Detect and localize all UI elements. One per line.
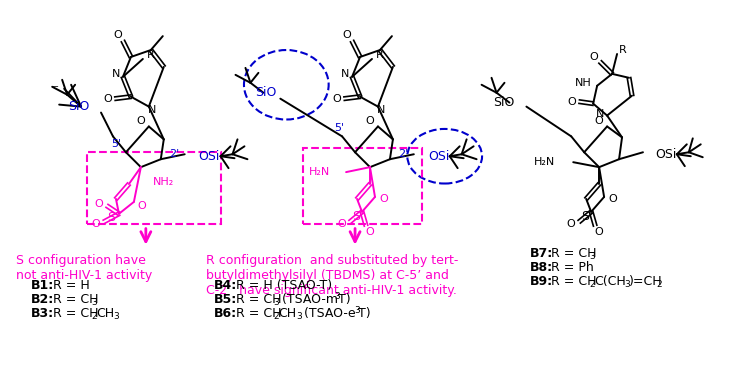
Text: T): T) (358, 307, 370, 319)
Text: B1:: B1: (31, 279, 55, 292)
Text: O: O (590, 52, 599, 62)
Text: 3: 3 (91, 298, 97, 307)
Text: S: S (107, 211, 115, 224)
Text: R = CH: R = CH (551, 247, 597, 260)
Text: OSi: OSi (655, 148, 676, 161)
Text: 2: 2 (656, 280, 661, 289)
Text: R: R (619, 45, 627, 55)
Text: O: O (379, 194, 387, 204)
Text: N: N (377, 105, 385, 114)
Text: B8:: B8: (529, 261, 553, 274)
Text: R = CH: R = CH (235, 293, 281, 306)
Text: O: O (114, 30, 123, 40)
Text: T): T) (338, 293, 351, 306)
Text: 3: 3 (334, 292, 340, 301)
Text: N: N (111, 69, 120, 79)
Text: S: S (352, 210, 360, 223)
Text: 5': 5' (334, 123, 344, 134)
Text: B5:: B5: (213, 293, 237, 306)
Text: OSi: OSi (199, 150, 220, 163)
Text: O: O (595, 227, 604, 237)
Text: R = Ph: R = Ph (551, 261, 594, 274)
Text: O: O (567, 219, 576, 229)
Text: 3: 3 (273, 298, 279, 307)
Text: 3: 3 (113, 312, 119, 321)
Text: R = H (TSAO-T): R = H (TSAO-T) (235, 279, 331, 292)
Text: S configuration have
not anti-HIV-1 activity: S configuration have not anti-HIV-1 acti… (16, 254, 153, 282)
Text: O: O (92, 219, 100, 229)
Text: B7:: B7: (529, 247, 553, 260)
Text: O: O (595, 116, 604, 126)
Text: CH: CH (96, 307, 114, 319)
Text: O: O (137, 116, 145, 126)
Text: NH: NH (575, 78, 592, 88)
Text: S: S (582, 210, 589, 223)
Text: B6:: B6: (213, 307, 237, 319)
Text: N: N (341, 69, 349, 79)
Text: NH₂: NH₂ (153, 177, 174, 187)
Text: SiO: SiO (493, 96, 514, 109)
Text: R: R (376, 50, 384, 60)
Text: )=CH: )=CH (629, 275, 663, 288)
Text: N: N (148, 105, 156, 114)
Text: B4:: B4: (213, 279, 237, 292)
Text: 2: 2 (273, 312, 279, 321)
Text: O: O (103, 94, 112, 104)
Text: H₂N: H₂N (309, 167, 330, 177)
Text: 2: 2 (91, 312, 97, 321)
Text: O: O (342, 30, 351, 40)
Text: O: O (365, 227, 374, 237)
Text: B2:: B2: (31, 293, 55, 306)
Text: O: O (365, 116, 374, 126)
Text: 5': 5' (111, 140, 121, 149)
Text: (TSAO-e: (TSAO-e (300, 307, 356, 319)
Text: R configuration  and substituted by tert-
butyldimethylsilyl (TBDMS) at C-5’ and: R configuration and substituted by tert-… (206, 254, 458, 297)
Text: O: O (94, 199, 103, 209)
Text: 2: 2 (589, 280, 595, 289)
Text: R: R (147, 50, 154, 60)
Text: OSi: OSi (428, 150, 449, 163)
Text: 3: 3 (354, 306, 360, 315)
Text: R = CH: R = CH (53, 293, 99, 306)
Text: B3:: B3: (31, 307, 55, 319)
Text: O: O (568, 96, 576, 107)
Text: O: O (338, 219, 346, 229)
Text: N: N (596, 108, 604, 119)
Text: B9:: B9: (529, 275, 553, 288)
Text: SiO: SiO (255, 86, 276, 99)
Text: (TSAO-m: (TSAO-m (278, 293, 338, 306)
Text: 3: 3 (296, 312, 302, 321)
Text: O: O (333, 94, 342, 104)
Text: R = CH: R = CH (53, 307, 99, 319)
Text: −: − (51, 82, 58, 91)
Text: 3: 3 (589, 252, 595, 261)
Text: H₂N: H₂N (534, 157, 555, 167)
Text: R = CH: R = CH (235, 307, 281, 319)
Text: O: O (137, 201, 145, 211)
Text: CH: CH (278, 307, 297, 319)
Text: C(CH: C(CH (594, 275, 626, 288)
Text: O: O (608, 194, 617, 204)
Text: 2': 2' (398, 149, 408, 159)
Text: 3: 3 (624, 280, 630, 289)
Text: 2': 2' (169, 149, 179, 159)
Text: R = CH: R = CH (551, 275, 597, 288)
Text: SiO: SiO (68, 100, 89, 113)
Text: R = H: R = H (53, 279, 90, 292)
